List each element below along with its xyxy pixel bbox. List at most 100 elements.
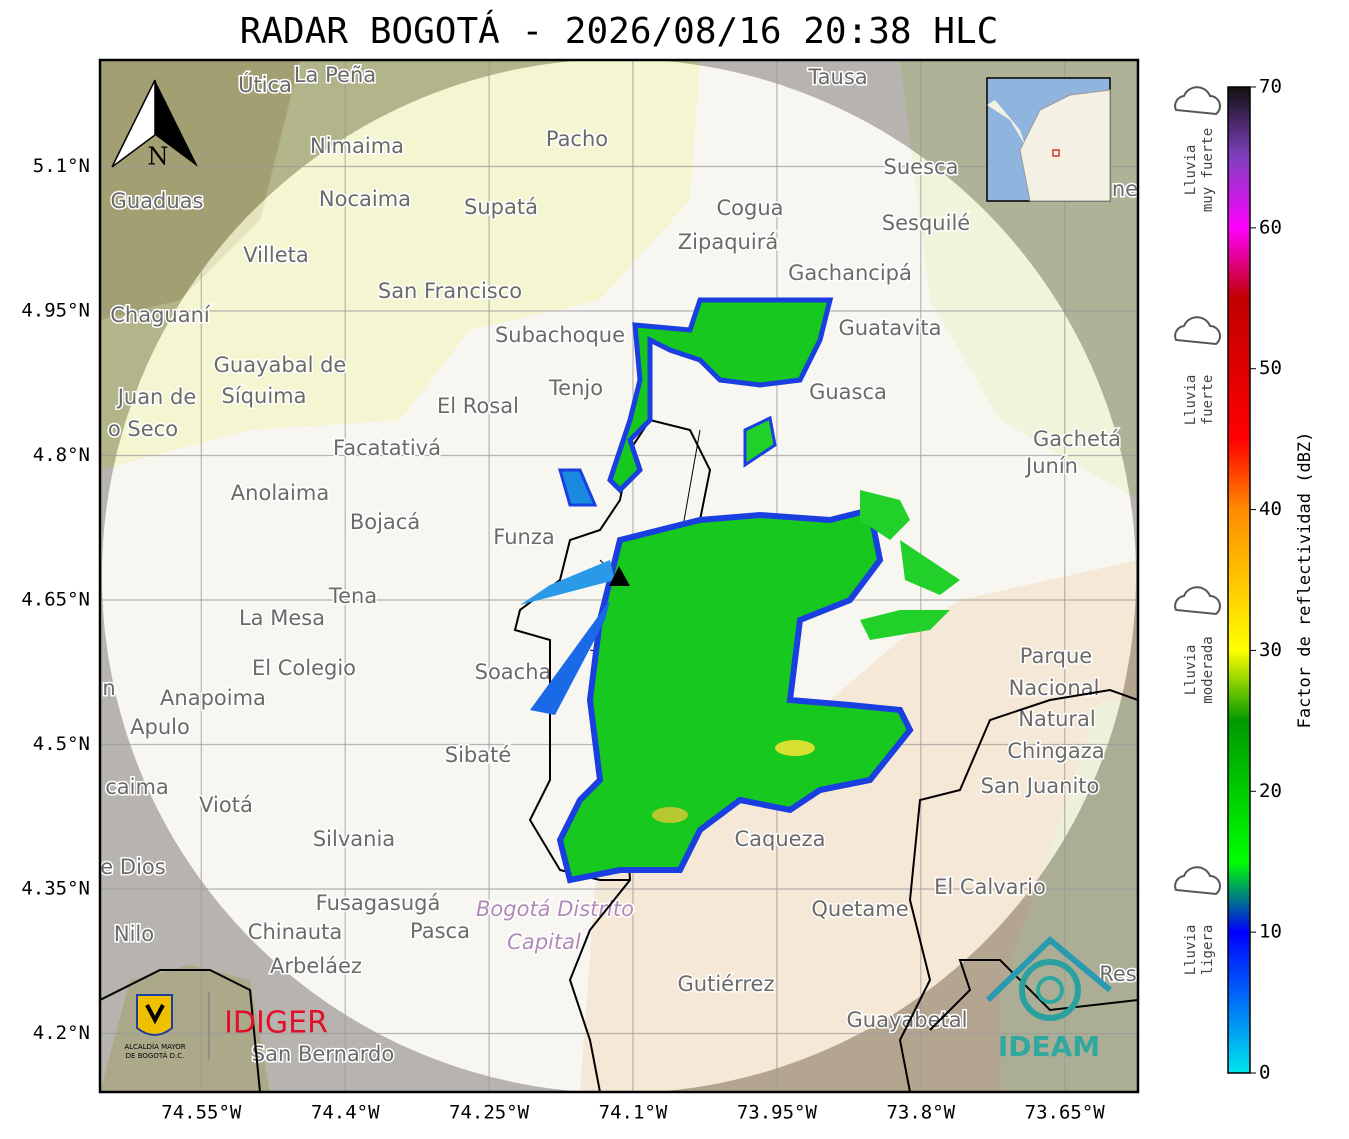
place-label: La Peña xyxy=(294,63,376,87)
north-arrow: N xyxy=(111,79,198,171)
lat-tick-label: 4.8°N xyxy=(33,444,90,466)
radar-echo xyxy=(860,610,950,640)
colorbar-tick-label: 20 xyxy=(1259,780,1282,802)
place-label: Quetame xyxy=(811,897,908,921)
place-label: Guatavita xyxy=(839,316,942,340)
place-label: Tena xyxy=(328,584,377,608)
radar-site xyxy=(609,566,630,586)
place-label: El Rosal xyxy=(437,394,519,418)
weather-icon xyxy=(1174,866,1221,896)
place-label: Anolaima xyxy=(231,481,329,505)
alcaldia-text: ALCALDÍA MAYOR xyxy=(124,1042,185,1051)
lat-tick-label: 4.35°N xyxy=(21,878,90,900)
place-label: Bogotá Distrito xyxy=(476,897,634,921)
place-label: Sesquilé xyxy=(882,211,970,235)
radar-echo xyxy=(775,740,815,756)
place-label: Tenjo xyxy=(548,376,603,400)
place-label: Gachancipá xyxy=(788,261,912,285)
rain-level-label: Lluvia xyxy=(1183,645,1199,696)
lon-tick-label: 73.95°W xyxy=(737,1102,818,1124)
place-label: Villeta xyxy=(243,243,308,267)
place-label: Nimaima xyxy=(310,134,404,158)
place-label: Soacha xyxy=(475,660,552,684)
place-label: Chingaza xyxy=(1007,739,1104,763)
lon-tick-label: 74.25°W xyxy=(449,1102,530,1124)
place-label: Fusagasugá xyxy=(316,891,441,915)
lon-tick-label: 73.65°W xyxy=(1025,1102,1106,1124)
place-label: Nilo xyxy=(114,922,154,946)
weather-icon xyxy=(1174,586,1221,616)
place-label: e Dios xyxy=(100,855,165,879)
lat-tick-label: 4.65°N xyxy=(21,589,90,611)
map-frame xyxy=(98,58,1140,1094)
place-label: Chaguaní xyxy=(110,303,211,327)
colorbar-label: Factor de reflectividad (dBZ) xyxy=(1295,432,1315,729)
lat-tick-label: 4.2°N xyxy=(33,1022,90,1044)
rain-level-label: Lluvia xyxy=(1183,375,1199,426)
place-label: Útica xyxy=(238,72,292,97)
lon-tick-label: 74.4°W xyxy=(311,1102,380,1124)
place-label: Arbeláez xyxy=(270,954,362,978)
place-label: Zipaquirá xyxy=(678,230,778,254)
radar-echoes xyxy=(520,297,960,884)
place-label: Subachoque xyxy=(495,323,625,347)
title: RADAR BOGOTÁ - 2026/08/16 20:38 HLC xyxy=(240,10,999,52)
place-label: Viotá xyxy=(199,793,253,817)
rain-level-label: fuerte xyxy=(1200,375,1216,426)
radar-echo xyxy=(607,297,834,494)
alcaldia-text: DE BOGOTÁ D.C. xyxy=(126,1051,185,1060)
lon-tick-label: 74.55°W xyxy=(161,1102,242,1124)
place-label: Silvania xyxy=(313,827,395,851)
place-label: Sibaté xyxy=(445,743,512,767)
place-label: San Juanito xyxy=(981,774,1100,798)
place-label: Tausa xyxy=(807,65,867,89)
place-label: Capital xyxy=(507,930,581,954)
place-label: San Francisco xyxy=(378,279,522,303)
colorbar-tick-label: 60 xyxy=(1259,216,1282,238)
rain-level-label: ligera xyxy=(1200,925,1216,976)
place-label: Juan de xyxy=(116,385,197,409)
alcaldia-logo: ALCALDÍA MAYOR DE BOGOTÁ D.C. xyxy=(124,992,210,1060)
weather-icon xyxy=(1174,316,1221,346)
place-label: Gutiérrez xyxy=(678,972,775,996)
radar-echo xyxy=(520,560,615,605)
place-label: n xyxy=(102,676,115,700)
place-label: Bojacá xyxy=(350,510,420,534)
rain-level-label: Lluvia xyxy=(1183,145,1199,196)
place-label: Guayabal de xyxy=(214,353,347,377)
map: Útica La Peña Tausa Nimaima Pacho Guaduas Noca… xyxy=(100,60,1138,1092)
rain-level-label: Lluvia xyxy=(1183,925,1199,976)
inset-map xyxy=(986,77,1111,202)
lat-tick-label: 4.5°N xyxy=(33,733,90,755)
place-label: San Bernardo xyxy=(252,1042,394,1066)
place-label: Junín xyxy=(1024,454,1078,478)
rain-level-label: moderada xyxy=(1200,636,1216,703)
lon-tick-label: 74.1°W xyxy=(599,1102,668,1124)
place-label: Gachetá xyxy=(1033,427,1121,451)
place-label: Nocaima xyxy=(319,187,411,211)
idiger-logo: IDIGER xyxy=(224,1006,328,1041)
ideam-text: IDEAM xyxy=(998,1030,1100,1063)
place-label: Caqueza xyxy=(735,827,826,851)
place-label: El Colegio xyxy=(252,656,356,680)
place-label: Funza xyxy=(493,525,554,549)
colorbar xyxy=(1227,86,1251,1074)
colorbar-tick-label: 10 xyxy=(1259,921,1282,943)
place-label: Guasca xyxy=(809,380,887,404)
north-label: N xyxy=(148,143,169,171)
radar-echo xyxy=(652,807,688,823)
radar-echo xyxy=(530,600,610,715)
radar-echo xyxy=(558,468,598,507)
lat-tick-label: 5.1°N xyxy=(33,155,90,177)
place-label: Suesca xyxy=(884,155,959,179)
ideam-logo: IDEAM xyxy=(985,935,1112,1063)
place-label: La Mesa xyxy=(239,606,325,630)
place-label: Pasca xyxy=(410,919,470,943)
place-label: El Calvario xyxy=(934,875,1046,899)
place-label: Nacional xyxy=(1009,676,1100,700)
place-label: Chinauta xyxy=(248,920,342,944)
colorbar-tick-label: 40 xyxy=(1259,498,1282,520)
place-label: Apulo xyxy=(130,715,190,739)
place-label: Síquima xyxy=(222,384,307,408)
